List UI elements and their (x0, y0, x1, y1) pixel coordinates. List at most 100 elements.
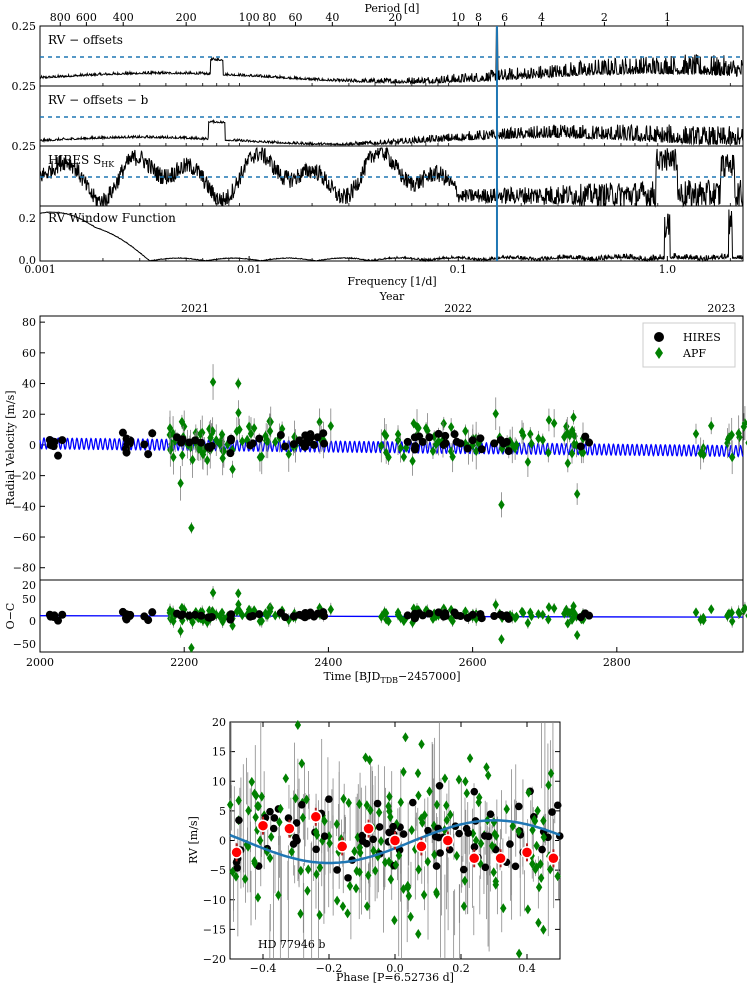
apf-point (724, 434, 732, 445)
phase-apf-point (462, 776, 469, 787)
period-tick-label: 2 (601, 11, 608, 24)
phase-hires-point (233, 864, 241, 872)
bin-point (256, 819, 270, 832)
apf-point (178, 416, 186, 427)
hires-point (441, 431, 450, 440)
phase-apf-point (492, 876, 499, 887)
phase-apf-point (407, 911, 414, 922)
phase-apf-point (267, 831, 275, 842)
legend-apf-label: APF (682, 347, 706, 360)
frequency-axis-label: Frequency [1/d] (347, 275, 436, 288)
phase-apf-point (365, 870, 372, 881)
panel4-ytick-0.0: 0.0 (19, 254, 37, 267)
phase-apf-point (460, 901, 468, 912)
apf-point (573, 489, 581, 500)
hires-residual (411, 613, 420, 622)
panel4-title: RV Window Function (48, 211, 176, 225)
hires-point (255, 434, 264, 443)
phase-hires-point (462, 824, 471, 833)
hires-point (118, 428, 127, 437)
panel-rv-offsets: 0.25 RV − offsets (12, 20, 744, 87)
year-tick-label: 2022 (444, 302, 472, 315)
apf-point (564, 428, 571, 439)
phase-apf-point (408, 825, 415, 836)
hires-residual (177, 611, 186, 620)
apf-point (511, 443, 519, 454)
phase-apf-point (537, 873, 545, 884)
apf-residual (189, 617, 196, 628)
hires-point (207, 442, 216, 451)
apf-point (564, 458, 572, 469)
apf-residual (524, 618, 532, 629)
apf-point (692, 428, 700, 439)
rv-yticks: 80 60 40 20 0 −20 −40 −60 −80 (13, 316, 45, 575)
bin-point (230, 846, 243, 859)
apf-point (563, 421, 570, 432)
apf-point (199, 449, 207, 460)
phase-ytick-label: −10 (203, 894, 226, 907)
phase-xtick-label: −0.4 (250, 962, 277, 975)
time-tick-label: 2600 (459, 656, 487, 669)
hires-point (585, 438, 594, 447)
year-tick-label: 2023 (707, 302, 735, 315)
hires-point (468, 436, 477, 445)
apf-point (740, 421, 747, 432)
apf-point (429, 446, 437, 457)
phase-ytick-label: −15 (203, 923, 226, 936)
hires-residual (140, 612, 149, 621)
hires-point (477, 445, 486, 454)
phase-apf-point (326, 838, 333, 849)
phase-hires-point (292, 819, 301, 827)
apf-point (539, 435, 546, 446)
apf-point (258, 451, 265, 462)
period-tick-label: 6 (501, 11, 508, 24)
hires-residual (320, 612, 329, 621)
phase-apf-point (443, 815, 451, 826)
hires-point (313, 433, 322, 442)
apf-residual (177, 626, 184, 637)
hires-point (54, 451, 63, 460)
hires-residual (226, 610, 235, 619)
phase-apf-point (367, 805, 374, 816)
phase-apf-point (312, 826, 320, 837)
apf-residual (564, 618, 572, 629)
apf-point (518, 426, 526, 437)
phase-hires-point (344, 874, 352, 882)
hires-point (490, 439, 499, 448)
phase-apf-point (400, 766, 407, 777)
phase-apf-point (275, 890, 282, 901)
legend-apf-marker (655, 347, 663, 359)
hires-point (581, 432, 590, 441)
time-tick-label: 2200 (170, 656, 198, 669)
hires-residual (403, 611, 412, 620)
apf-point (262, 431, 269, 442)
period-tick-label: 200 (176, 11, 197, 24)
apf-point (462, 426, 469, 437)
phase-ytick-label: 20 (212, 716, 226, 729)
apf-point (189, 454, 196, 465)
phase-apf-point (251, 858, 258, 869)
hires-point (504, 447, 513, 456)
phase-xtick-label: 0.0 (386, 962, 404, 975)
phase-apf-point (299, 812, 307, 823)
phase-apf-point (346, 881, 354, 892)
phase-hires-point (431, 832, 440, 841)
phase-apf-point (370, 845, 377, 856)
period-axis-label: Period [d] (365, 2, 420, 15)
apf-point (218, 429, 226, 440)
phase-hires-point (269, 824, 278, 833)
phase-hires-point (432, 862, 441, 870)
phase-apf-point (303, 794, 310, 805)
phase-apf-point (313, 869, 320, 880)
phase-apf-point (515, 826, 522, 837)
phase-ytick-label: 15 (212, 746, 226, 759)
resid-ytick-50: 50 (22, 593, 36, 606)
bin-point (467, 852, 481, 865)
phase-apf-point (415, 929, 422, 940)
phase-hires-point (389, 822, 397, 831)
apf-residual (449, 616, 456, 627)
hires-point (499, 439, 508, 448)
hires-residual (476, 610, 485, 619)
hires-point (177, 438, 186, 447)
hires-point (319, 429, 328, 438)
